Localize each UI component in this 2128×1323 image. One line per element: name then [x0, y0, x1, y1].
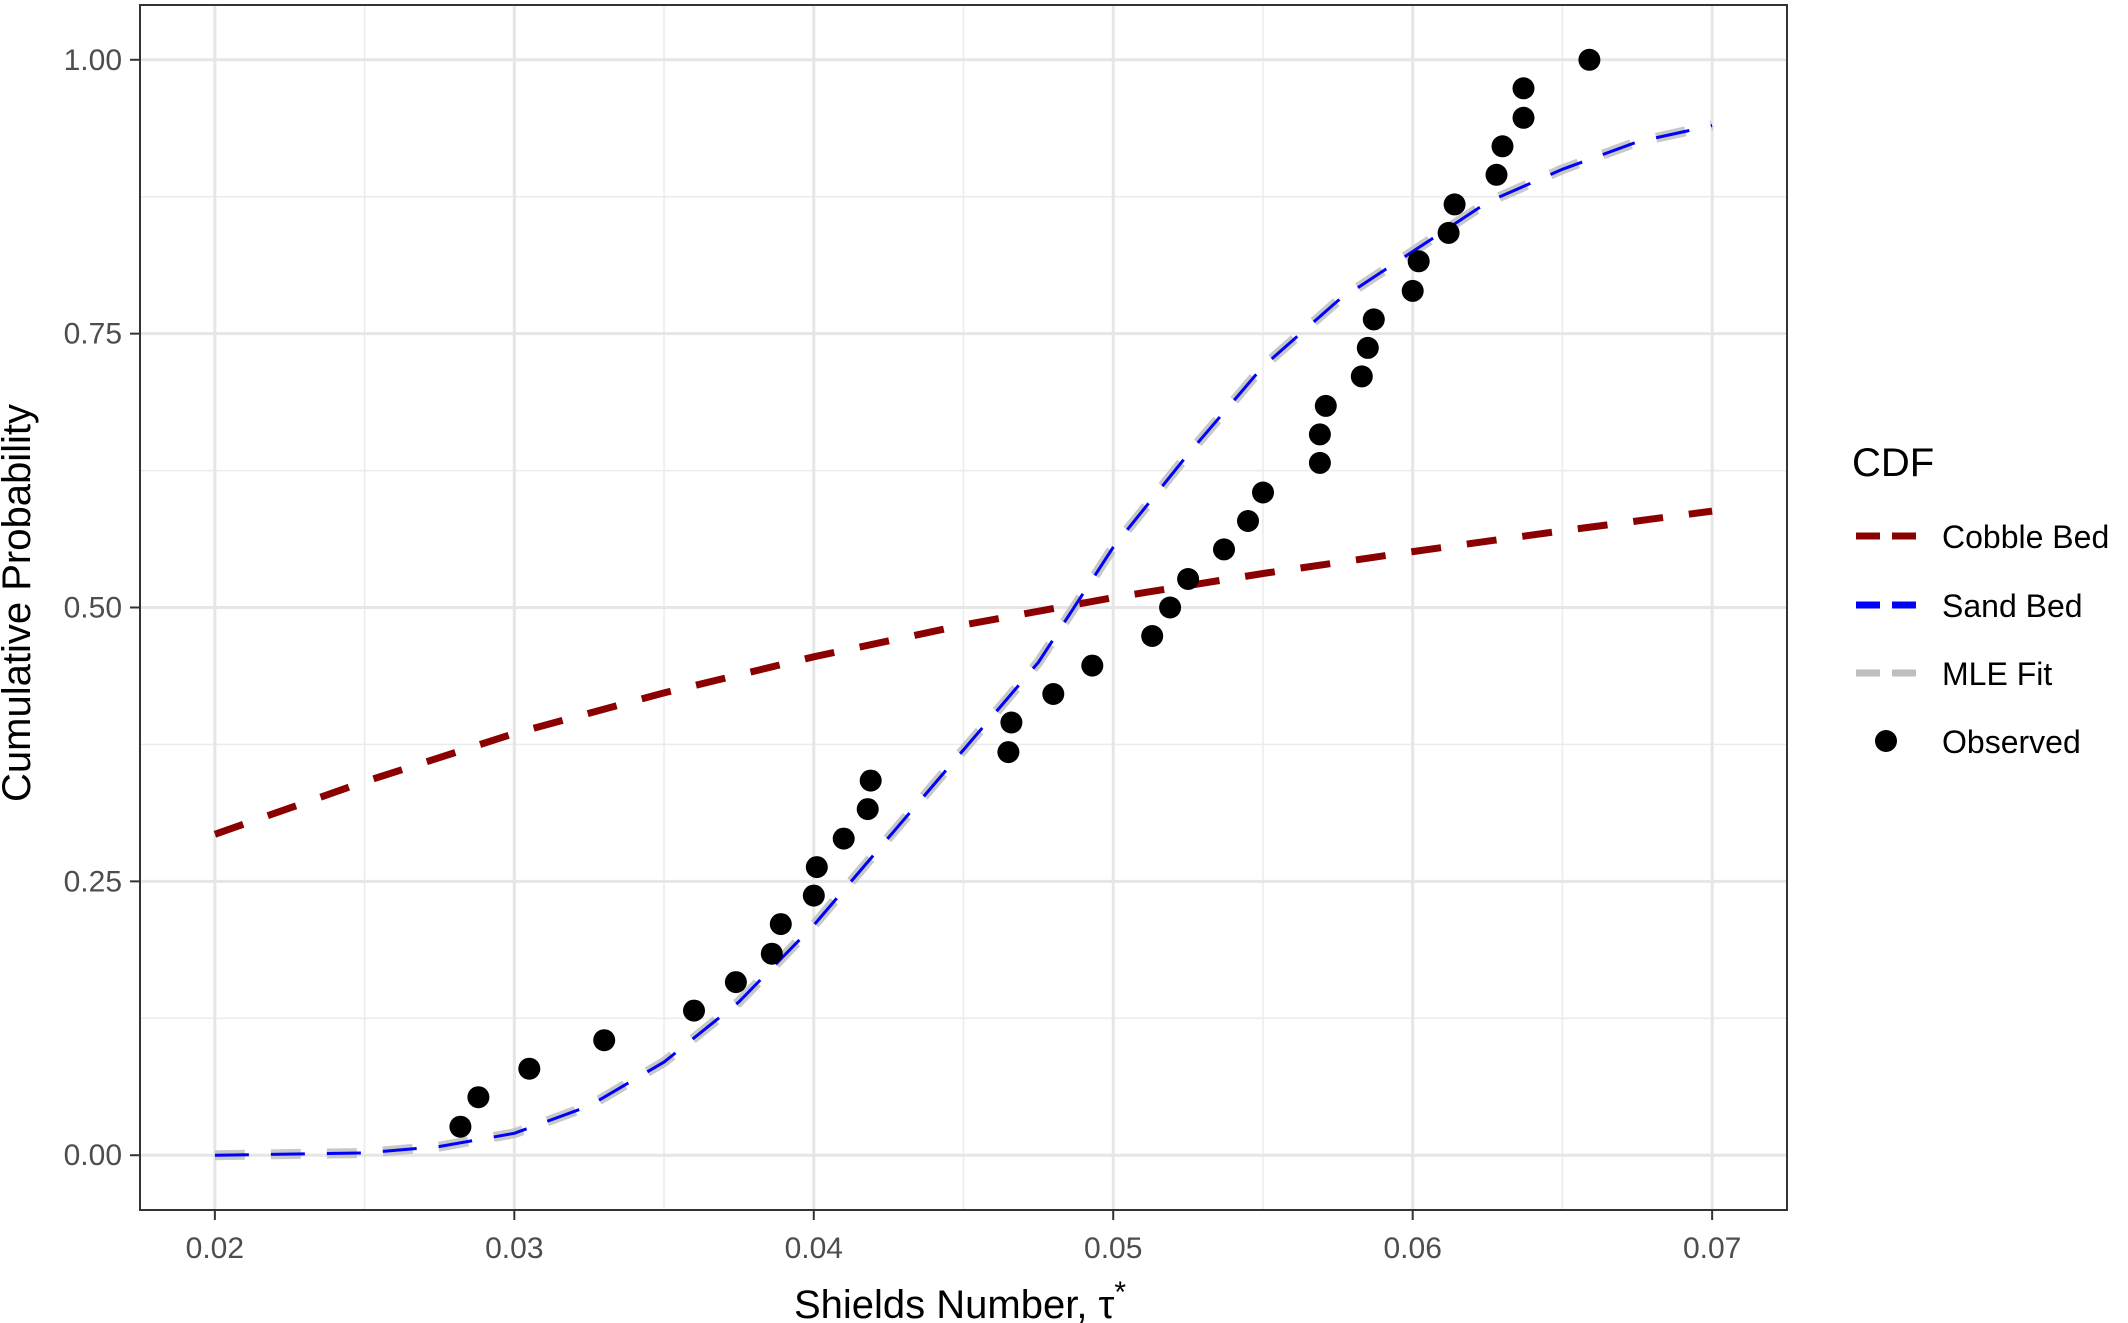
y-axis-title: Cumulative Probability	[0, 404, 39, 802]
legend-label-observed: Observed	[1942, 724, 2081, 760]
observed-points	[449, 48, 1601, 1138]
observed-point	[1437, 221, 1460, 244]
observed-point	[769, 913, 792, 936]
y-tick-label: 0.75	[64, 318, 122, 351]
observed-point	[1512, 77, 1535, 100]
legend-keys	[1856, 532, 1916, 752]
observed-point	[1512, 106, 1535, 129]
observed-point	[724, 971, 747, 994]
observed-point	[859, 769, 882, 792]
x-tick-label: 0.07	[1683, 1232, 1741, 1265]
observed-point	[832, 827, 855, 850]
major-gridlines	[140, 5, 1787, 1210]
observed-point	[997, 741, 1020, 764]
observed-point	[856, 798, 879, 821]
observed-point	[1356, 336, 1379, 359]
observed-point	[1314, 394, 1337, 417]
observed-point	[1042, 683, 1065, 705]
observed-point	[1213, 538, 1235, 561]
observed-point	[1401, 279, 1424, 302]
observed-point	[1141, 625, 1164, 647]
observed-point	[1000, 711, 1023, 734]
observed-point	[683, 999, 705, 1022]
observed-point	[1578, 48, 1601, 71]
legend: CDF Cobble Bed Sand Bed MLE Fit Observed	[1852, 441, 2109, 760]
observed-point	[1443, 193, 1466, 216]
legend-label-sand-bed: Sand Bed	[1942, 588, 2083, 624]
observed-point	[593, 1029, 616, 1052]
y-tick-labels: 0.00 0.25 0.50 0.75 1.00	[64, 44, 122, 1172]
x-tick-label: 0.04	[785, 1232, 843, 1265]
x-tick-label: 0.05	[1084, 1232, 1142, 1265]
observed-point	[1159, 596, 1182, 619]
x-tick-label: 0.06	[1383, 1232, 1441, 1265]
x-tick-label: 0.02	[186, 1232, 244, 1265]
x-axis-title-superscript: *	[1114, 1276, 1126, 1309]
y-tick-label: 1.00	[64, 44, 122, 77]
x-tick-label: 0.03	[485, 1232, 543, 1265]
observed-point	[1252, 481, 1274, 504]
legend-label-cobble-bed: Cobble Bed	[1942, 519, 2109, 555]
observed-point	[1308, 423, 1331, 446]
observed-point	[518, 1057, 541, 1080]
series-line-sand-bed	[214, 124, 1713, 1157]
observed-point	[1177, 568, 1200, 590]
observed-point	[1237, 510, 1259, 532]
observed-point	[449, 1115, 472, 1138]
series-lines	[213, 120, 1714, 1161]
axis-ticks	[130, 58, 1714, 1220]
x-tick-labels: 0.02 0.03 0.04 0.05 0.06 0.07	[186, 1232, 1742, 1265]
legend-title: CDF	[1852, 441, 1934, 485]
observed-point	[1350, 365, 1373, 388]
legend-key-observed	[1875, 730, 1897, 752]
observed-point	[1485, 163, 1508, 186]
observed-point	[1362, 308, 1385, 331]
observed-point	[1081, 654, 1104, 677]
y-tick-label: 0.50	[64, 592, 122, 625]
observed-point	[802, 884, 825, 907]
y-tick-label: 0.25	[64, 865, 122, 898]
legend-label-mle-fit: MLE Fit	[1942, 656, 2052, 692]
x-axis-title: Shields Number, τ*	[794, 1276, 1126, 1323]
observed-point	[760, 942, 783, 965]
observed-point	[1491, 135, 1514, 158]
observed-point	[1407, 250, 1430, 273]
observed-point	[1308, 451, 1331, 474]
x-axis-title-text: Shields Number, τ	[794, 1283, 1115, 1323]
observed-point	[467, 1086, 490, 1109]
observed-point	[805, 856, 828, 879]
y-tick-label: 0.00	[64, 1139, 122, 1172]
